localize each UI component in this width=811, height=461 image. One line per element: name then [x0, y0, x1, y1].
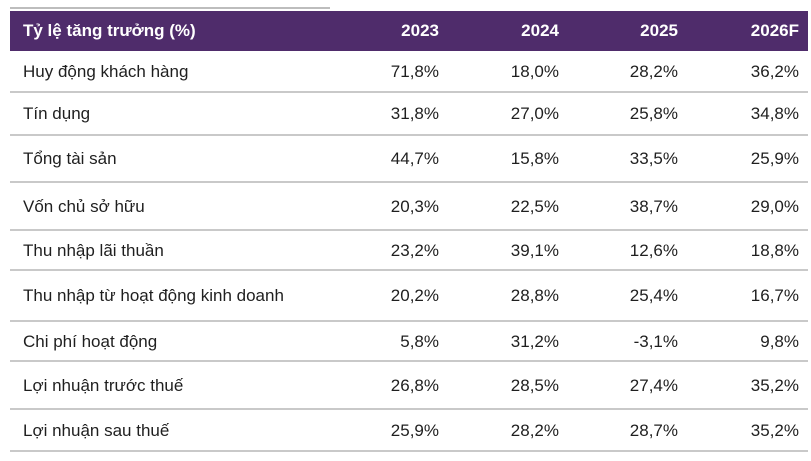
header-year: 2026F: [750, 21, 799, 40]
table-row: Lợi nhuận sau thuế 25,9% 28,2% 28,7% 35,…: [10, 409, 808, 452]
cell-value: 29,0%: [687, 182, 808, 231]
cell-value: 12,6%: [568, 230, 687, 271]
cell-value: 26,8%: [328, 361, 448, 410]
cell-value: 18,8%: [687, 230, 808, 271]
cell-value: 36,2%: [687, 51, 808, 93]
cell-value: 27,0%: [448, 92, 568, 136]
cell-value: 20,3%: [328, 182, 448, 231]
table-header-row: Tỷ lệ tăng trưởng (%) 2023 2024 2025 202…: [10, 11, 808, 51]
cell-value: 28,2%: [448, 409, 568, 452]
cell-value: 28,7%: [568, 409, 687, 452]
cell-value: 18,0%: [448, 51, 568, 93]
cell-value: 31,8%: [328, 92, 448, 136]
row-label: Lợi nhuận sau thuế: [10, 409, 328, 452]
table-row: Tổng tài sản 44,7% 15,8% 33,5% 25,9%: [10, 135, 808, 183]
row-label: Huy động khách hàng: [10, 51, 328, 93]
row-label: Tín dụng: [10, 92, 328, 136]
cell-value: 25,9%: [687, 135, 808, 183]
cell-value: 22,5%: [448, 182, 568, 231]
growth-rate-table: Tỷ lệ tăng trưởng (%) 2023 2024 2025 202…: [10, 11, 808, 452]
table-row: Thu nhập từ hoạt động kinh doanh 20,2% 2…: [10, 270, 808, 322]
cell-value: 28,2%: [568, 51, 687, 93]
table-row: Lợi nhuận trước thuế 26,8% 28,5% 27,4% 3…: [10, 361, 808, 410]
cell-value: 27,4%: [568, 361, 687, 410]
header-year: 2024: [521, 21, 559, 40]
cell-value: 25,8%: [568, 92, 687, 136]
row-label: Tổng tài sản: [10, 135, 328, 183]
cell-value: 39,1%: [448, 230, 568, 271]
cell-value: 25,9%: [328, 409, 448, 452]
top-rule: [10, 7, 330, 9]
cell-value: 9,8%: [687, 321, 808, 362]
cell-value: 35,2%: [687, 361, 808, 410]
cell-value: 5,8%: [328, 321, 448, 362]
cell-value: 38,7%: [568, 182, 687, 231]
row-label: Chi phí hoạt động: [10, 321, 328, 362]
cell-value: 34,8%: [687, 92, 808, 136]
cell-value: 31,2%: [448, 321, 568, 362]
cell-value: 33,5%: [568, 135, 687, 183]
cell-value: 35,2%: [687, 409, 808, 452]
table-row: Tín dụng 31,8% 27,0% 25,8% 34,8%: [10, 92, 808, 136]
cell-value: 20,2%: [328, 270, 448, 322]
cell-value: 28,8%: [448, 270, 568, 322]
row-label: Thu nhập từ hoạt động kinh doanh: [10, 270, 328, 322]
row-label: Lợi nhuận trước thuế: [10, 361, 328, 410]
cell-value: 28,5%: [448, 361, 568, 410]
row-label: Vốn chủ sở hữu: [10, 182, 328, 231]
cell-value: 16,7%: [687, 270, 808, 322]
row-label: Thu nhập lãi thuần: [10, 230, 328, 271]
table-row: Vốn chủ sở hữu 20,3% 22,5% 38,7% 29,0%: [10, 182, 808, 231]
cell-value: 25,4%: [568, 270, 687, 322]
header-label: Tỷ lệ tăng trưởng (%): [23, 21, 196, 40]
cell-value: 44,7%: [328, 135, 448, 183]
cell-value: 71,8%: [328, 51, 448, 93]
header-year: 2023: [401, 21, 439, 40]
header-year: 2025: [640, 21, 678, 40]
table-row: Thu nhập lãi thuần 23,2% 39,1% 12,6% 18,…: [10, 230, 808, 271]
cell-value: 23,2%: [328, 230, 448, 271]
table-row: Huy động khách hàng 71,8% 18,0% 28,2% 36…: [10, 51, 808, 93]
cell-value: -3,1%: [568, 321, 687, 362]
cell-value: 15,8%: [448, 135, 568, 183]
table-row: Chi phí hoạt động 5,8% 31,2% -3,1% 9,8%: [10, 321, 808, 362]
